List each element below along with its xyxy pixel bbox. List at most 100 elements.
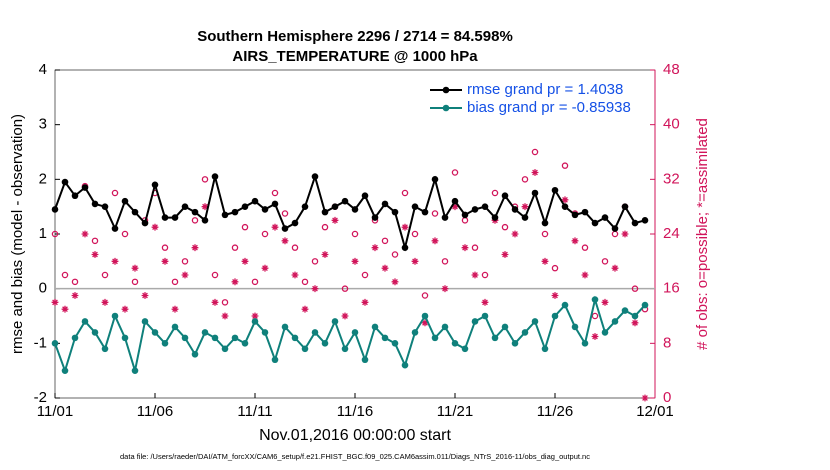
x-tick-label: 11/26 bbox=[537, 403, 573, 420]
obs-possible bbox=[221, 299, 229, 306]
point bbox=[181, 334, 189, 342]
point bbox=[341, 197, 349, 205]
point bbox=[411, 203, 419, 210]
point bbox=[441, 214, 449, 221]
point bbox=[381, 334, 389, 342]
obs-possible bbox=[51, 230, 59, 238]
obs-assimilated bbox=[621, 230, 629, 238]
legend-marker bbox=[442, 104, 450, 112]
obs-possible bbox=[451, 169, 459, 176]
point bbox=[181, 203, 189, 210]
point bbox=[351, 206, 359, 213]
obs-assimilated bbox=[401, 223, 409, 231]
point bbox=[51, 206, 59, 213]
point bbox=[61, 367, 69, 374]
obs-possible bbox=[341, 285, 349, 292]
point bbox=[231, 208, 239, 216]
point bbox=[91, 329, 99, 336]
point bbox=[101, 345, 109, 353]
series-line bbox=[54, 173, 646, 252]
obs-assimilated bbox=[251, 312, 259, 320]
point bbox=[391, 340, 399, 347]
point bbox=[411, 329, 419, 336]
obs-assimilated bbox=[481, 298, 489, 306]
x-axis-label: Nov.01,2016 00:00:00 start bbox=[259, 427, 451, 444]
point bbox=[341, 345, 349, 353]
obs-assimilated bbox=[391, 278, 399, 286]
point bbox=[171, 323, 179, 331]
point bbox=[141, 318, 149, 325]
obs-possible bbox=[591, 312, 599, 320]
obs-assimilated bbox=[171, 305, 179, 313]
point bbox=[131, 208, 139, 216]
x-tick-label: 12/01 bbox=[636, 403, 674, 420]
obs-possible bbox=[281, 210, 289, 217]
point bbox=[111, 225, 119, 232]
obs-possible bbox=[171, 278, 179, 286]
point bbox=[461, 345, 469, 353]
obs-assimilated bbox=[571, 237, 579, 245]
y-axis-label: rmse and bias (model - observation) bbox=[9, 114, 26, 354]
obs-assimilated bbox=[261, 264, 269, 272]
legend-marker bbox=[442, 86, 450, 94]
point bbox=[601, 329, 609, 336]
obs-possible bbox=[291, 244, 299, 251]
obs-possible bbox=[501, 223, 509, 231]
point bbox=[221, 211, 229, 219]
y2-tick-label: 0 bbox=[663, 389, 671, 406]
obs-possible bbox=[101, 271, 109, 279]
y-tick-label: 2 bbox=[39, 170, 47, 187]
obs-assimilated bbox=[531, 169, 539, 176]
obs-possible bbox=[301, 278, 309, 286]
obs-possible bbox=[271, 189, 279, 197]
point bbox=[201, 217, 209, 224]
obs-possible bbox=[161, 244, 169, 251]
obs-assimilated bbox=[181, 271, 189, 279]
point bbox=[421, 208, 429, 216]
point bbox=[621, 203, 629, 210]
point bbox=[541, 345, 549, 353]
obs-possible bbox=[631, 285, 639, 292]
point bbox=[571, 323, 579, 331]
obs-assimilated bbox=[561, 196, 569, 204]
obs-assimilated bbox=[501, 251, 509, 258]
y2-tick-label: 32 bbox=[663, 170, 680, 187]
obs-assimilated bbox=[81, 230, 89, 238]
point bbox=[161, 340, 169, 347]
obs-assimilated bbox=[151, 223, 159, 231]
point bbox=[51, 340, 59, 347]
point bbox=[151, 181, 159, 189]
obs-assimilated bbox=[271, 223, 279, 231]
obs-possible bbox=[191, 217, 199, 224]
obs-assimilated bbox=[161, 257, 169, 265]
point bbox=[271, 356, 279, 364]
obs-assimilated bbox=[371, 244, 379, 252]
obs-possible bbox=[461, 217, 469, 224]
point bbox=[371, 323, 379, 331]
x-tick-label: 11/01 bbox=[37, 403, 73, 420]
point bbox=[631, 219, 639, 227]
obs-possible bbox=[251, 278, 259, 286]
obs-assimilated bbox=[281, 237, 289, 245]
obs-assimilated bbox=[141, 292, 149, 299]
obs-possible bbox=[71, 278, 79, 286]
obs-possible bbox=[531, 148, 539, 156]
point bbox=[581, 340, 589, 347]
obs-assimilated bbox=[291, 271, 299, 279]
point bbox=[251, 318, 259, 325]
point bbox=[431, 176, 439, 183]
y-tick-label: 4 bbox=[39, 61, 47, 78]
point bbox=[171, 214, 179, 221]
point bbox=[521, 329, 529, 336]
obs-assimilated bbox=[71, 292, 79, 299]
point bbox=[421, 312, 429, 320]
obs-assimilated bbox=[511, 230, 519, 238]
x-tick-label: 11/16 bbox=[337, 403, 373, 420]
point bbox=[111, 312, 119, 320]
point bbox=[211, 334, 219, 342]
obs-possible bbox=[121, 230, 129, 238]
point bbox=[561, 203, 569, 210]
point bbox=[81, 184, 89, 191]
point bbox=[591, 219, 599, 227]
